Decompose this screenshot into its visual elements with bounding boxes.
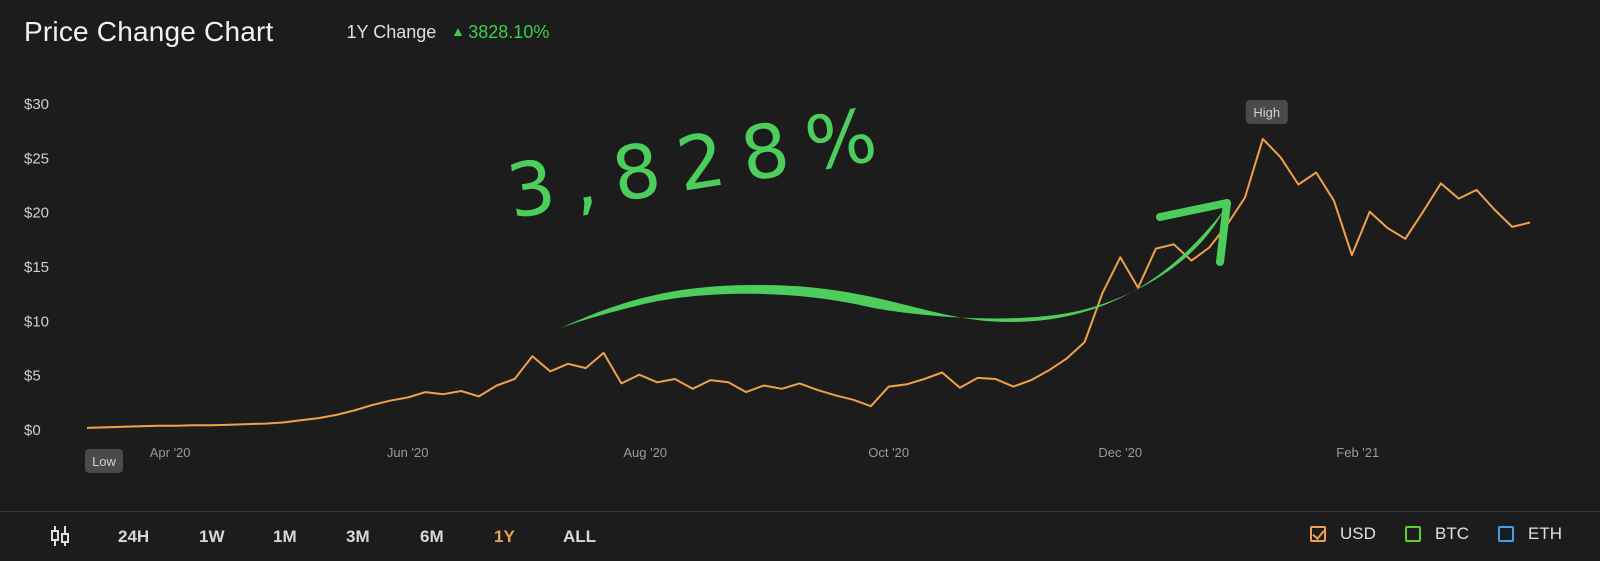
legend-toggle-btc[interactable]: BTC — [1405, 524, 1469, 544]
high-badge-bg — [1245, 99, 1288, 124]
chart-toolbar: 24H 1W 1M 3M 6M 1Y ALL USD BTC ETH — [0, 512, 1600, 561]
annotation-arrow-shaft — [557, 210, 1224, 330]
annotation-text: 3,828% — [501, 90, 900, 236]
price-chart[interactable]: $0 $5 $10 $15 $20 $25 $30 Apr '20 Jun '20 Aug '20… — [0, 60, 1600, 510]
range-button-24h[interactable]: 24H — [118, 527, 150, 546]
page-title: Price Change Chart — [24, 16, 274, 47]
range-button-6m[interactable]: 6M — [420, 527, 444, 546]
y-tick-label: $5 — [24, 368, 41, 385]
checkbox-icon[interactable] — [1405, 526, 1421, 542]
high-badge: High — [1253, 105, 1280, 120]
range-button-all[interactable]: ALL — [563, 527, 597, 546]
legend-label: ETH — [1528, 524, 1562, 543]
checkbox-checked-icon[interactable] — [1310, 526, 1326, 542]
up-triangle-icon — [454, 28, 463, 36]
low-badge: Low — [92, 454, 116, 469]
x-tick-label: Feb '21 — [1336, 445, 1379, 460]
x-tick-label: Oct '20 — [868, 445, 909, 460]
x-tick-label: Jun '20 — [387, 445, 429, 460]
annotation-arrow-head — [1156, 199, 1231, 266]
candlestick-icon[interactable] — [50, 525, 70, 547]
x-tick-label: Aug '20 — [623, 445, 667, 460]
y-tick-label: $15 — [24, 259, 49, 276]
y-tick-label: $25 — [24, 150, 49, 167]
checkbox-icon[interactable] — [1498, 526, 1514, 542]
legend-label: USD — [1340, 524, 1376, 543]
legend-toggle-usd[interactable]: USD — [1310, 524, 1376, 544]
legend-label: BTC — [1435, 524, 1469, 543]
change-value: 3828.10% — [454, 22, 549, 43]
toolbar-divider — [0, 511, 1600, 512]
range-button-1y[interactable]: 1Y — [494, 527, 515, 546]
y-tick-label: $10 — [24, 313, 49, 330]
range-button-3m[interactable]: 3M — [346, 527, 370, 546]
range-button-1w[interactable]: 1W — [199, 527, 225, 546]
range-button-1m[interactable]: 1M — [273, 527, 297, 546]
low-badge-bg — [85, 448, 123, 473]
y-tick-label: $30 — [24, 96, 49, 113]
legend-toggle-eth[interactable]: ETH — [1498, 524, 1562, 544]
change-label: 1Y Change — [346, 21, 437, 42]
y-tick-label: $20 — [24, 205, 49, 222]
chart-header: Price Change Chart 1Y Change 3828.10% — [24, 14, 549, 50]
x-tick-label: Apr '20 — [150, 445, 191, 460]
y-tick-label: $0 — [24, 422, 41, 439]
usd-price-line[interactable] — [86, 137, 1531, 429]
x-tick-label: Dec '20 — [1098, 445, 1142, 460]
change-value-text: 3828.10% — [468, 21, 550, 42]
